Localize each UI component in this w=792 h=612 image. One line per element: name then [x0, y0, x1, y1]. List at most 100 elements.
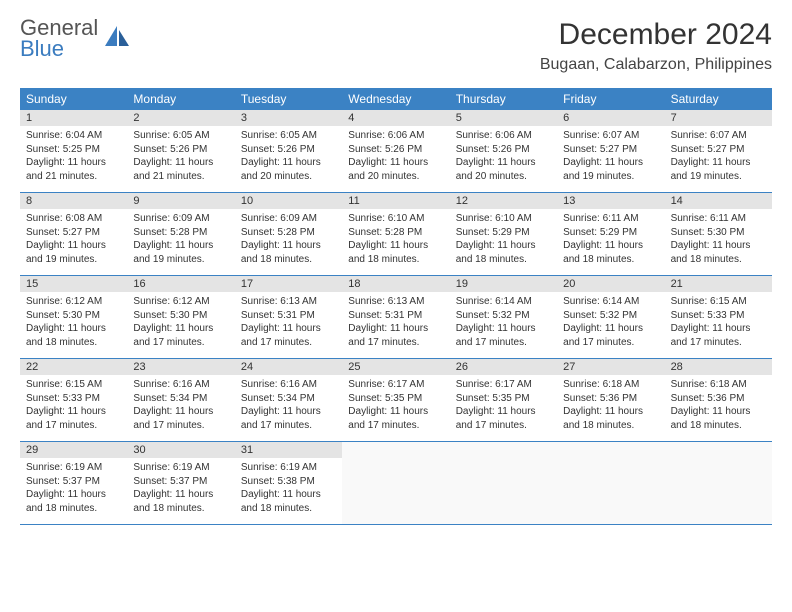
sunrise-line: Sunrise: 6:07 AM	[563, 129, 658, 143]
daylight-line: Daylight: 11 hours and 17 minutes.	[563, 322, 658, 349]
sunrise-line: Sunrise: 6:16 AM	[133, 378, 228, 392]
day-cell: 27Sunrise: 6:18 AMSunset: 5:36 PMDayligh…	[557, 359, 664, 441]
day-number: 18	[342, 276, 449, 292]
sunrise-line: Sunrise: 6:06 AM	[456, 129, 551, 143]
sunrise-line: Sunrise: 6:16 AM	[241, 378, 336, 392]
day-cell: 29 Sunrise: 6:19 AMSunset: 5:37 PMDayligh…	[20, 442, 127, 524]
day-number: 27	[557, 359, 664, 375]
week-row: 8Sunrise: 6:08 AMSunset: 5:27 PMDaylight…	[20, 193, 772, 276]
title-block: December 2024 Bugaan, Calabarzon, Philip…	[540, 18, 772, 74]
day-cell: 3Sunrise: 6:05 AMSunset: 5:26 PMDaylight…	[235, 110, 342, 192]
logo-line2: Blue	[20, 36, 64, 61]
logo-text: General Blue	[20, 18, 98, 60]
day-number: 25	[342, 359, 449, 375]
daylight-line: Daylight: 11 hours and 21 minutes.	[26, 156, 121, 183]
daylight-line: Daylight: 11 hours and 18 minutes.	[26, 488, 121, 515]
sunset-line: Sunset: 5:26 PM	[348, 143, 443, 157]
sunset-line: Sunset: 5:26 PM	[241, 143, 336, 157]
day-cell: 6Sunrise: 6:07 AMSunset: 5:27 PMDaylight…	[557, 110, 664, 192]
logo: General Blue	[20, 18, 131, 60]
sunrise-line: Sunrise: 6:11 AM	[563, 212, 658, 226]
day-number: 28	[665, 359, 772, 375]
daylight-line: Daylight: 11 hours and 17 minutes.	[348, 322, 443, 349]
day-cell: 11Sunrise: 6:10 AMSunset: 5:28 PMDayligh…	[342, 193, 449, 275]
day-cell: 12Sunrise: 6:10 AMSunset: 5:29 PMDayligh…	[450, 193, 557, 275]
sunset-line: Sunset: 5:28 PM	[348, 226, 443, 240]
day-header: Saturday	[665, 88, 772, 110]
day-content: Sunrise: 6:14 AMSunset: 5:32 PMDaylight:…	[450, 292, 557, 353]
week-row: 15Sunrise: 6:12 AMSunset: 5:30 PMDayligh…	[20, 276, 772, 359]
daylight-line: Daylight: 11 hours and 18 minutes.	[671, 239, 766, 266]
day-cell: 2Sunrise: 6:05 AMSunset: 5:26 PMDaylight…	[127, 110, 234, 192]
daylight-line: Daylight: 11 hours and 19 minutes.	[563, 156, 658, 183]
sunset-line: Sunset: 5:30 PM	[133, 309, 228, 323]
sunset-line: Sunset: 5:29 PM	[456, 226, 551, 240]
daylight-line: Daylight: 11 hours and 17 minutes.	[456, 405, 551, 432]
day-cell	[665, 442, 772, 524]
daylight-line: Daylight: 11 hours and 17 minutes.	[456, 322, 551, 349]
week-row: 22Sunrise: 6:15 AMSunset: 5:33 PMDayligh…	[20, 359, 772, 442]
day-cell: 5Sunrise: 6:06 AMSunset: 5:26 PMDaylight…	[450, 110, 557, 192]
day-number: 29	[20, 442, 127, 458]
day-number: 9	[127, 193, 234, 209]
month-title: December 2024	[540, 18, 772, 52]
daylight-line: Daylight: 11 hours and 18 minutes.	[241, 239, 336, 266]
day-number: 15	[20, 276, 127, 292]
day-headers: SundayMondayTuesdayWednesdayThursdayFrid…	[20, 88, 772, 110]
day-content: Sunrise: 6:17 AMSunset: 5:35 PMDaylight:…	[342, 375, 449, 436]
day-cell: 28Sunrise: 6:18 AMSunset: 5:36 PMDayligh…	[665, 359, 772, 441]
sunrise-line: Sunrise: 6:06 AM	[348, 129, 443, 143]
day-header: Wednesday	[342, 88, 449, 110]
sunrise-line: Sunrise: 6:19 AM	[26, 461, 121, 475]
day-content: Sunrise: 6:18 AMSunset: 5:36 PMDaylight:…	[665, 375, 772, 436]
sunset-line: Sunset: 5:33 PM	[26, 392, 121, 406]
sunset-line: Sunset: 5:27 PM	[671, 143, 766, 157]
day-content: Sunrise: 6:15 AMSunset: 5:33 PMDaylight:…	[665, 292, 772, 353]
day-content: Sunrise: 6:11 AMSunset: 5:29 PMDaylight:…	[557, 209, 664, 270]
day-content: Sunrise: 6:06 AMSunset: 5:26 PMDaylight:…	[450, 126, 557, 187]
day-number: 22	[20, 359, 127, 375]
weeks: 1Sunrise: 6:04 AMSunset: 5:25 PMDaylight…	[20, 110, 772, 525]
daylight-line: Daylight: 11 hours and 18 minutes.	[241, 488, 336, 515]
day-content: Sunrise: 6:14 AMSunset: 5:32 PMDaylight:…	[557, 292, 664, 353]
day-content: Sunrise: 6:17 AMSunset: 5:35 PMDaylight:…	[450, 375, 557, 436]
sunrise-line: Sunrise: 6:13 AM	[348, 295, 443, 309]
sunset-line: Sunset: 5:28 PM	[133, 226, 228, 240]
sunset-line: Sunset: 5:37 PM	[133, 475, 228, 489]
sunrise-line: Sunrise: 6:17 AM	[348, 378, 443, 392]
day-number: 24	[235, 359, 342, 375]
sunset-line: Sunset: 5:33 PM	[671, 309, 766, 323]
sunset-line: Sunset: 5:26 PM	[133, 143, 228, 157]
daylight-line: Daylight: 11 hours and 20 minutes.	[456, 156, 551, 183]
sunset-line: Sunset: 5:32 PM	[563, 309, 658, 323]
sunrise-line: Sunrise: 6:15 AM	[671, 295, 766, 309]
day-cell	[557, 442, 664, 524]
week-row: 29Sunrise: 6:19 AMSunset: 5:37 PMDayligh…	[20, 442, 772, 525]
day-cell: 22Sunrise: 6:15 AMSunset: 5:33 PMDayligh…	[20, 359, 127, 441]
day-cell: 30Sunrise: 6:19 AMSunset: 5:37 PMDayligh…	[127, 442, 234, 524]
day-content: Sunrise: 6:19 AMSunset: 5:37 PMDaylight:…	[127, 458, 234, 519]
day-header: Monday	[127, 88, 234, 110]
daylight-line: Daylight: 11 hours and 18 minutes.	[133, 488, 228, 515]
daylight-line: Daylight: 11 hours and 19 minutes.	[133, 239, 228, 266]
day-number: 13	[557, 193, 664, 209]
day-header: Sunday	[20, 88, 127, 110]
day-number: 1	[20, 110, 127, 126]
day-content: Sunrise: 6:05 AMSunset: 5:26 PMDaylight:…	[127, 126, 234, 187]
sunset-line: Sunset: 5:35 PM	[348, 392, 443, 406]
day-content: Sunrise: 6:04 AMSunset: 5:25 PMDaylight:…	[20, 126, 127, 187]
day-header: Thursday	[450, 88, 557, 110]
sunrise-line: Sunrise: 6:10 AM	[456, 212, 551, 226]
day-number: 6	[557, 110, 664, 126]
day-content: Sunrise: 6:19 AMSunset: 5:38 PMDaylight:…	[235, 458, 342, 519]
day-cell: 31Sunrise: 6:19 AMSunset: 5:38 PMDayligh…	[235, 442, 342, 524]
sunrise-line: Sunrise: 6:08 AM	[26, 212, 121, 226]
day-cell: 14Sunrise: 6:11 AMSunset: 5:30 PMDayligh…	[665, 193, 772, 275]
sunset-line: Sunset: 5:37 PM	[26, 475, 121, 489]
daylight-line: Daylight: 11 hours and 19 minutes.	[671, 156, 766, 183]
sunset-line: Sunset: 5:27 PM	[26, 226, 121, 240]
day-number: 12	[450, 193, 557, 209]
day-header: Friday	[557, 88, 664, 110]
day-content: Sunrise: 6:13 AMSunset: 5:31 PMDaylight:…	[342, 292, 449, 353]
day-number: 19	[450, 276, 557, 292]
